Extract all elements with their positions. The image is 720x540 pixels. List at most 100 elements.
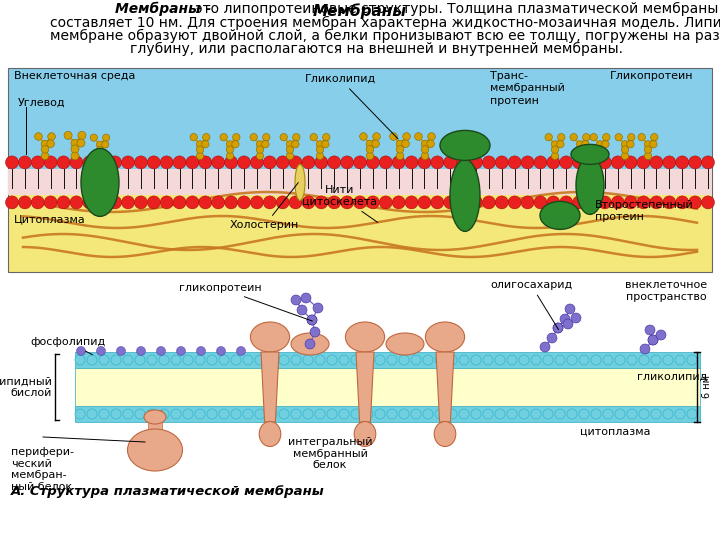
Text: липидный
бислой: липидный бислой bbox=[0, 376, 52, 398]
Circle shape bbox=[603, 133, 610, 141]
Circle shape bbox=[483, 355, 493, 365]
Circle shape bbox=[560, 314, 570, 324]
Circle shape bbox=[571, 313, 581, 323]
Circle shape bbox=[315, 355, 325, 365]
Circle shape bbox=[238, 196, 251, 209]
Circle shape bbox=[495, 409, 505, 419]
Bar bbox=[75, 368, 700, 406]
Circle shape bbox=[341, 196, 354, 209]
Circle shape bbox=[399, 409, 409, 419]
Circle shape bbox=[540, 342, 550, 352]
Circle shape bbox=[47, 140, 55, 147]
Circle shape bbox=[197, 141, 204, 148]
Ellipse shape bbox=[291, 333, 329, 355]
Circle shape bbox=[621, 152, 629, 160]
Circle shape bbox=[305, 339, 315, 349]
Circle shape bbox=[421, 145, 429, 153]
Circle shape bbox=[160, 156, 174, 169]
Circle shape bbox=[226, 152, 234, 160]
Circle shape bbox=[6, 196, 19, 209]
Circle shape bbox=[87, 355, 97, 365]
Circle shape bbox=[582, 140, 589, 148]
Circle shape bbox=[19, 196, 32, 209]
Circle shape bbox=[676, 196, 689, 209]
Circle shape bbox=[171, 355, 181, 365]
Circle shape bbox=[339, 355, 349, 365]
Circle shape bbox=[651, 355, 661, 365]
Circle shape bbox=[44, 156, 57, 169]
Circle shape bbox=[87, 409, 97, 419]
Circle shape bbox=[316, 152, 324, 160]
Circle shape bbox=[186, 156, 199, 169]
Circle shape bbox=[148, 196, 161, 209]
Circle shape bbox=[547, 333, 557, 343]
Circle shape bbox=[310, 133, 318, 141]
Circle shape bbox=[96, 347, 106, 355]
Circle shape bbox=[552, 152, 559, 160]
Text: составляет 10 нм. Для строения мембран характерна жидкостно-мозаичная модель. Ли: составляет 10 нм. Для строения мембран х… bbox=[50, 16, 720, 30]
Circle shape bbox=[199, 196, 212, 209]
Circle shape bbox=[328, 156, 341, 169]
Circle shape bbox=[411, 355, 421, 365]
Text: олигосахарид: олигосахарид bbox=[490, 280, 572, 329]
Circle shape bbox=[135, 355, 145, 365]
Text: интегральный
мембранный
белок: интегральный мембранный белок bbox=[288, 437, 372, 470]
Circle shape bbox=[176, 347, 186, 355]
Circle shape bbox=[202, 140, 209, 148]
Circle shape bbox=[316, 141, 324, 148]
Circle shape bbox=[447, 355, 457, 365]
Polygon shape bbox=[436, 352, 454, 422]
Ellipse shape bbox=[434, 422, 456, 447]
Ellipse shape bbox=[426, 322, 464, 352]
Circle shape bbox=[303, 355, 313, 365]
Circle shape bbox=[220, 133, 228, 141]
Text: Мембраны: Мембраны bbox=[313, 3, 407, 19]
Circle shape bbox=[231, 355, 241, 365]
Circle shape bbox=[572, 156, 585, 169]
Circle shape bbox=[508, 196, 521, 209]
Circle shape bbox=[219, 409, 229, 419]
Circle shape bbox=[519, 355, 529, 365]
Circle shape bbox=[387, 355, 397, 365]
Circle shape bbox=[232, 140, 239, 148]
Circle shape bbox=[183, 355, 193, 365]
Circle shape bbox=[482, 196, 495, 209]
Circle shape bbox=[171, 409, 181, 419]
Circle shape bbox=[292, 133, 300, 141]
Circle shape bbox=[431, 156, 444, 169]
Circle shape bbox=[418, 196, 431, 209]
Circle shape bbox=[598, 156, 611, 169]
Circle shape bbox=[159, 355, 169, 365]
Circle shape bbox=[307, 315, 317, 325]
Circle shape bbox=[651, 409, 661, 419]
Circle shape bbox=[351, 355, 361, 365]
Circle shape bbox=[71, 145, 79, 153]
Circle shape bbox=[328, 196, 341, 209]
Circle shape bbox=[648, 335, 658, 345]
Text: гликопротеин: гликопротеин bbox=[179, 283, 312, 321]
Circle shape bbox=[135, 196, 148, 209]
Circle shape bbox=[596, 152, 603, 160]
Circle shape bbox=[322, 140, 329, 148]
Circle shape bbox=[366, 140, 374, 148]
Circle shape bbox=[650, 196, 663, 209]
Circle shape bbox=[495, 156, 508, 169]
Circle shape bbox=[217, 347, 225, 355]
Circle shape bbox=[109, 156, 122, 169]
Circle shape bbox=[303, 409, 313, 419]
Circle shape bbox=[44, 196, 57, 209]
Circle shape bbox=[396, 145, 404, 153]
Circle shape bbox=[546, 196, 560, 209]
Circle shape bbox=[313, 303, 323, 313]
Text: внеклеточное
пространство: внеклеточное пространство bbox=[625, 280, 707, 302]
Circle shape bbox=[379, 156, 392, 169]
Circle shape bbox=[644, 141, 652, 148]
Ellipse shape bbox=[144, 410, 166, 424]
Circle shape bbox=[99, 409, 109, 419]
Text: гликолипид: гликолипид bbox=[636, 372, 707, 382]
Circle shape bbox=[701, 196, 714, 209]
Ellipse shape bbox=[450, 159, 480, 232]
Circle shape bbox=[76, 347, 86, 355]
Circle shape bbox=[471, 355, 481, 365]
Circle shape bbox=[267, 355, 277, 365]
